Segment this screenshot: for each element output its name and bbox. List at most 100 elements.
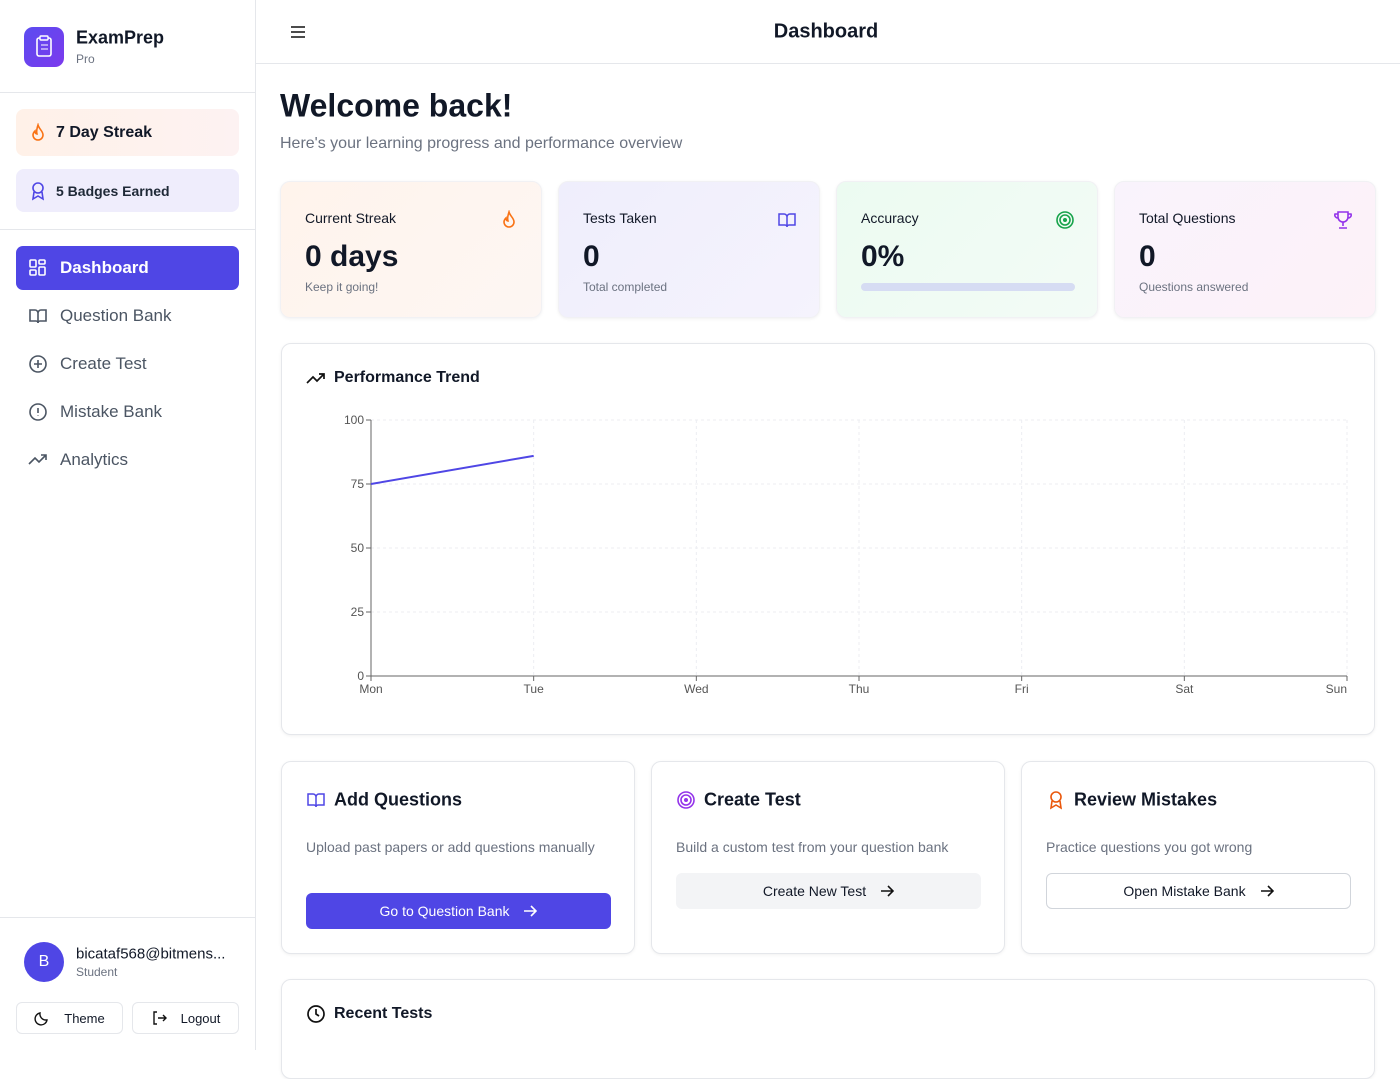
stat-note: Keep it going! <box>305 280 379 294</box>
action-button[interactable]: Open Mistake Bank <box>1046 873 1351 909</box>
action-icon <box>1049 791 1063 810</box>
x-tick-label: Thu <box>849 682 870 696</box>
action-button[interactable]: Create New Test <box>676 873 981 909</box>
logo-icon <box>36 35 52 57</box>
stat-icon <box>1334 211 1352 229</box>
chart: 0 25 50 75 100 Mon Tue Wed Thu Fri Sat Sun <box>344 413 1348 696</box>
stat-icon <box>503 210 515 228</box>
y-tick-label: 100 <box>344 413 364 427</box>
stat-card: Total Questions 0 Questions answered <box>1114 181 1376 318</box>
divider <box>0 917 255 918</box>
flame-icon <box>32 123 44 141</box>
action-card: Add Questions Upload past papers or add … <box>281 761 635 954</box>
nav-item[interactable]: Create Test <box>16 342 239 386</box>
recent-tests-card: Recent Tests <box>281 979 1375 1079</box>
x-tick-label: Wed <box>684 682 708 696</box>
trend-line <box>370 454 534 485</box>
y-tick-label: 75 <box>351 477 365 491</box>
nav-item[interactable]: Analytics <box>16 438 239 482</box>
logout-label: Logout <box>180 1010 221 1026</box>
action-text: Practice questions you got wrong <box>1046 839 1253 855</box>
page-title: Dashboard <box>773 20 879 43</box>
nav-item[interactable]: Dashboard <box>16 246 239 290</box>
action-button-label: Create New Test <box>762 883 867 899</box>
brand: ExamPrep <box>76 27 165 48</box>
action-card: Review Mistakes Practice questions you g… <box>1021 761 1375 954</box>
action-title: Create Test <box>704 789 801 810</box>
x-tick-label: Fri <box>1015 682 1029 696</box>
nav-label: Dashboard <box>60 258 149 277</box>
nav-icon <box>29 259 46 276</box>
user-email: bicataf568@bitmens... <box>76 945 226 963</box>
chart-card: Performance Trend 0 25 50 75 100 Mon Tue Wed Thu… <box>281 343 1375 735</box>
x-tick-label: Mon <box>359 682 382 696</box>
action-card: Create Test Build a custom test from you… <box>651 761 1005 954</box>
menu-button[interactable] <box>290 24 306 40</box>
logout-button[interactable]: Logout <box>132 1002 239 1034</box>
stat-note: Questions answered <box>1139 280 1249 294</box>
logo <box>24 27 64 67</box>
stat-value: 0 <box>583 240 600 273</box>
trend-icon <box>306 373 325 384</box>
x-tick-label: Sun <box>1326 682 1347 696</box>
x-tick-label: Sat <box>1175 682 1194 696</box>
stat-card: Current Streak 0 days Keep it going! <box>280 181 542 318</box>
streak-text: 7 Day Streak <box>56 124 153 141</box>
welcome-title: Welcome back! <box>280 87 513 124</box>
badges-text: 5 Badges Earned <box>56 183 170 199</box>
action-icon <box>677 791 695 809</box>
nav-icon <box>28 454 47 465</box>
stat-card: Tests Taken 0 Total completed <box>558 181 820 318</box>
header: Dashboard <box>256 0 1400 64</box>
stat-value: 0 days <box>305 240 399 273</box>
badge-icon <box>31 182 45 201</box>
action-text: Build a custom test from your question b… <box>676 839 949 855</box>
stat-value: 0 <box>1139 240 1156 273</box>
y-tick-label: 50 <box>351 541 365 555</box>
divider <box>0 92 255 93</box>
stat-icon <box>1056 211 1074 229</box>
y-tick-label: 0 <box>357 669 364 683</box>
action-title: Review Mistakes <box>1074 789 1218 810</box>
badges-box: 5 Badges Earned <box>16 169 239 212</box>
nav-icon <box>29 309 47 324</box>
stat-card: Accuracy 0% <box>836 181 1098 318</box>
nav-label: Mistake Bank <box>60 402 163 421</box>
welcome-subtitle: Here's your learning progress and perfor… <box>280 135 683 152</box>
action-icon <box>307 793 325 808</box>
divider <box>0 229 255 230</box>
nav-label: Analytics <box>60 450 129 469</box>
action-title: Add Questions <box>334 789 463 810</box>
stat-value: 0% <box>861 240 905 273</box>
stat-note: Total completed <box>583 280 668 294</box>
chart-title: Performance Trend <box>334 369 480 386</box>
stat-label: Total Questions <box>1139 210 1236 226</box>
action-button-label: Go to Question Bank <box>379 903 510 919</box>
avatar-initial: B <box>38 953 50 970</box>
sidebar: ExamPrep Pro 7 Day Streak 5 Badges Earne… <box>0 0 256 1050</box>
plan: Pro <box>76 52 95 66</box>
stat-icon <box>778 213 796 228</box>
action-button-label: Open Mistake Bank <box>1123 883 1246 899</box>
stat-label: Accuracy <box>861 210 919 226</box>
recent-tests-title: Recent Tests <box>334 1005 433 1022</box>
clock-icon <box>307 1005 325 1023</box>
progress-track <box>861 283 1075 291</box>
nav-icon <box>29 355 47 373</box>
nav-label: Create Test <box>60 354 147 373</box>
theme-label: Theme <box>64 1010 105 1026</box>
nav-label: Question Bank <box>60 306 172 325</box>
y-tick-label: 25 <box>351 605 365 619</box>
stat-label: Tests Taken <box>583 210 657 226</box>
avatar: B <box>24 942 64 982</box>
streak-box: 7 Day Streak <box>16 109 239 156</box>
user-role: Student <box>76 965 118 979</box>
nav-item[interactable]: Question Bank <box>16 294 239 338</box>
action-button[interactable]: Go to Question Bank <box>306 893 611 929</box>
nav-icon <box>29 403 47 421</box>
theme-button[interactable]: Theme <box>16 1002 123 1034</box>
action-text: Upload past papers or add questions manu… <box>306 839 595 855</box>
stat-label: Current Streak <box>305 210 397 226</box>
nav-item[interactable]: Mistake Bank <box>16 390 239 434</box>
